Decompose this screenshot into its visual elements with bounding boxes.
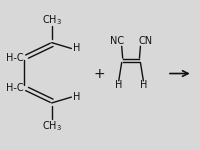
Text: H-C: H-C	[6, 82, 24, 93]
Text: +: +	[93, 67, 105, 81]
Text: NC: NC	[110, 36, 124, 46]
Text: CN: CN	[138, 36, 152, 46]
Text: H: H	[73, 92, 81, 102]
Text: H: H	[115, 80, 122, 90]
Text: CH$_3$: CH$_3$	[42, 13, 62, 27]
Text: H: H	[73, 44, 81, 54]
Text: CH$_3$: CH$_3$	[42, 119, 62, 133]
Text: H: H	[140, 80, 147, 90]
Text: H-C: H-C	[6, 53, 24, 63]
